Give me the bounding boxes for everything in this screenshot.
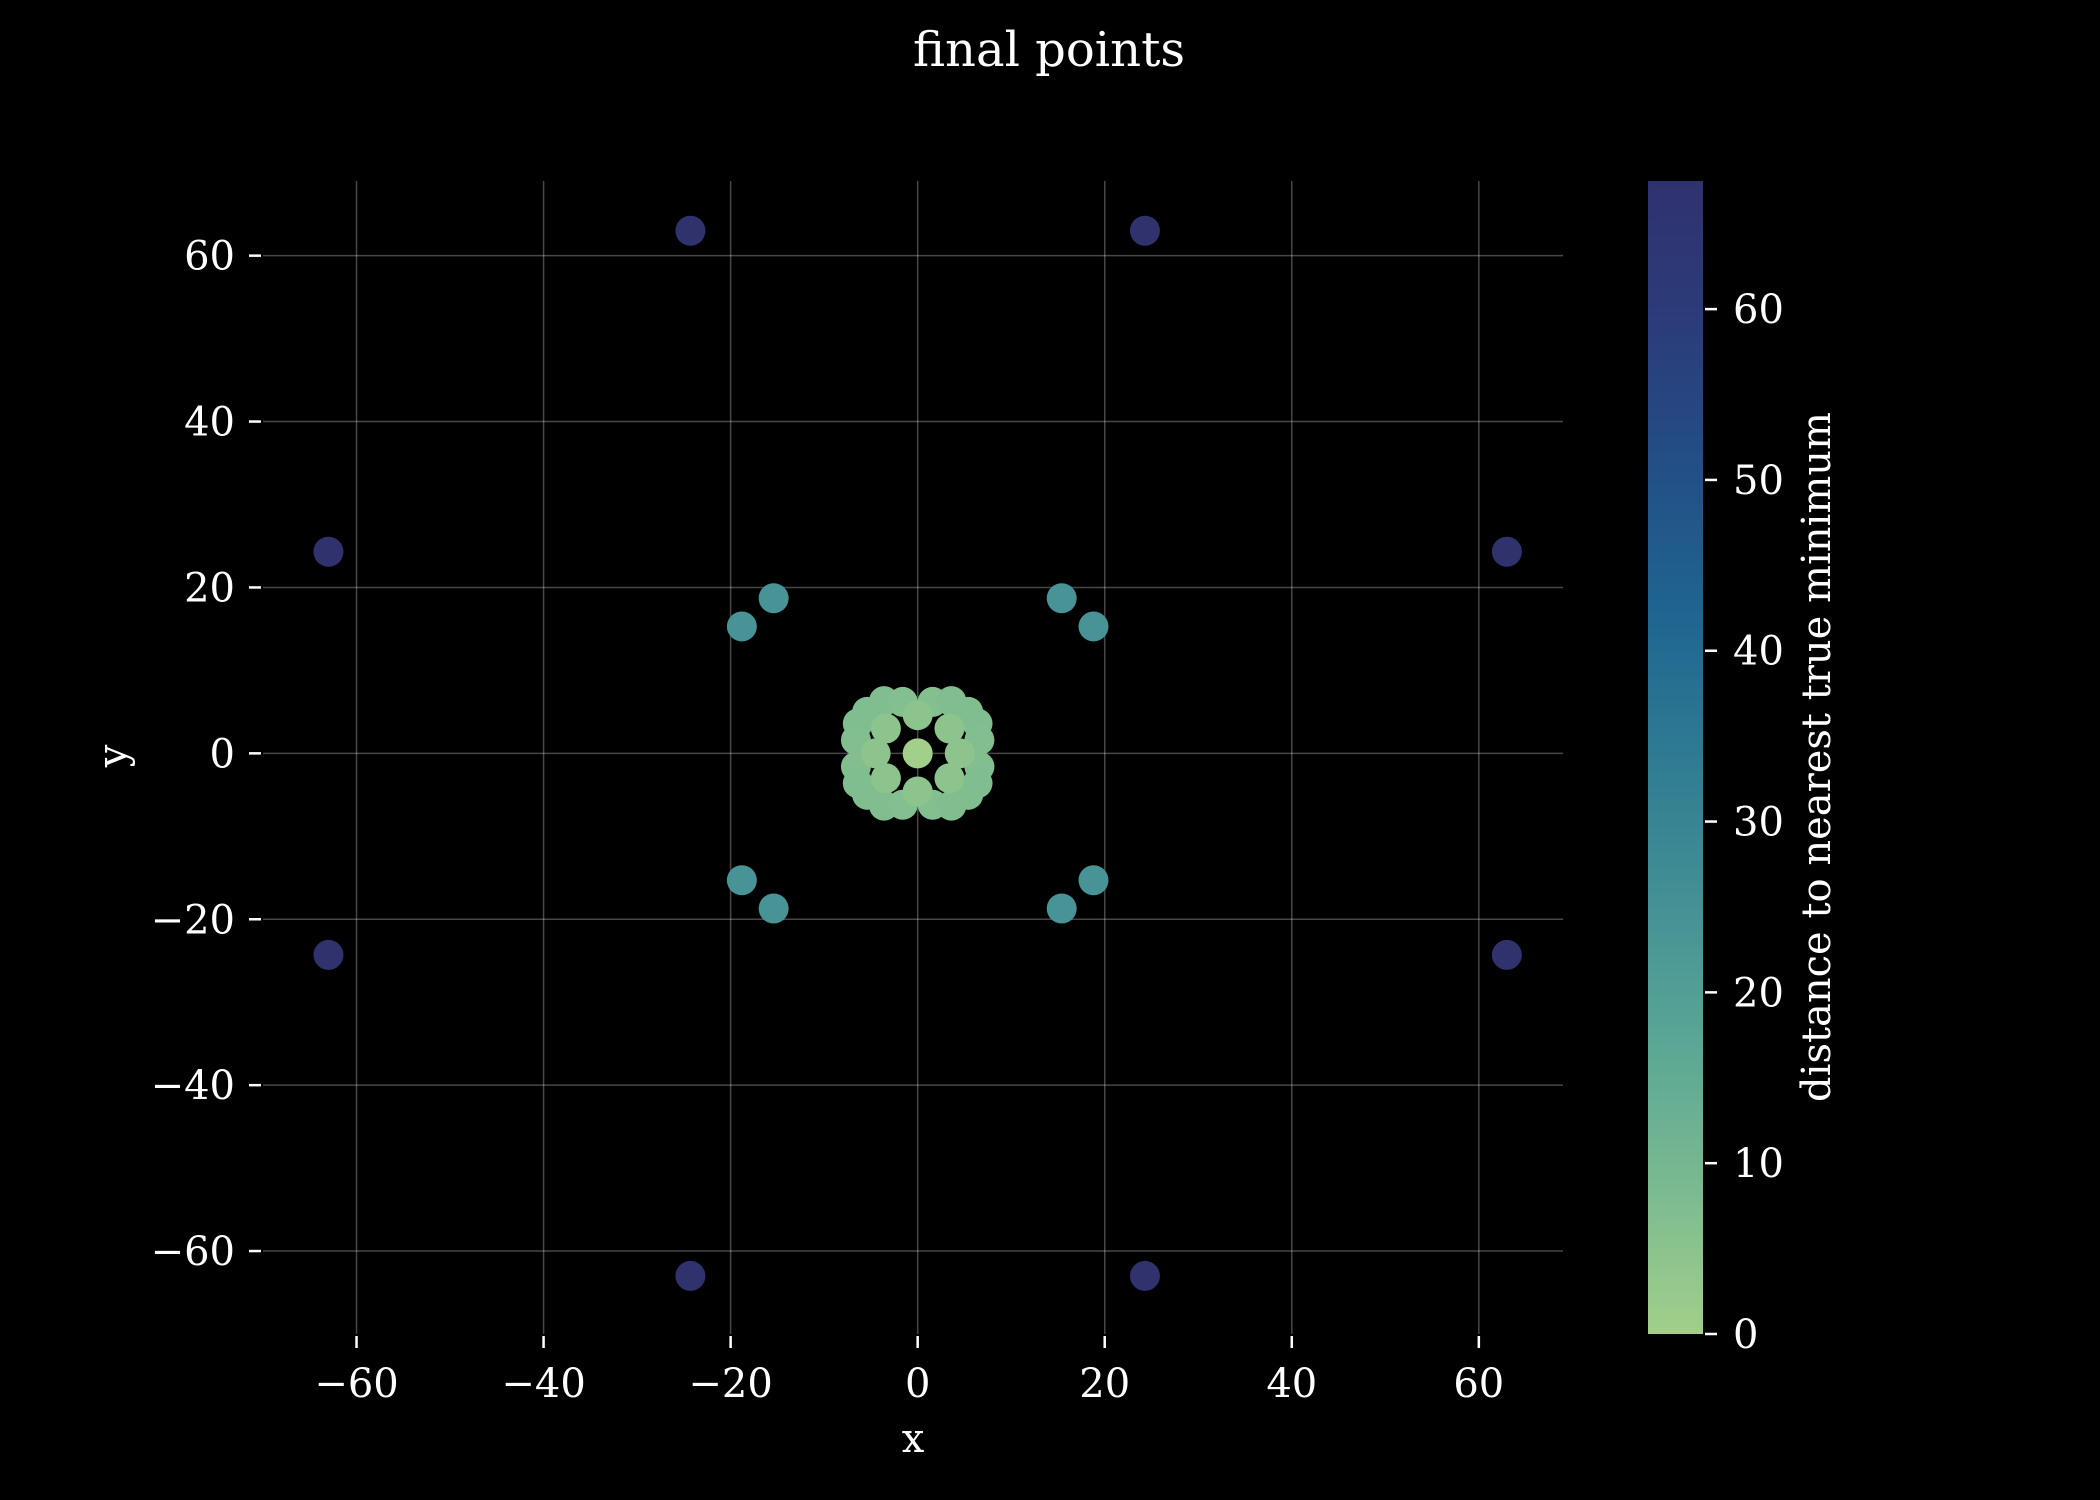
colorbar-tick-label: 30 xyxy=(1733,800,1784,846)
colorbar-label: distance to nearest true minimum xyxy=(1794,412,1840,1102)
x-tick-label: −40 xyxy=(501,1361,585,1407)
grid-lines xyxy=(263,181,1563,1334)
colorbar-tick-label: 50 xyxy=(1733,458,1784,504)
scatter-point xyxy=(1046,583,1077,614)
scatter-point xyxy=(313,939,344,970)
y-axis-ticks: −60 −40 −20 0 20 40 60 xyxy=(151,234,261,1275)
scatter-point xyxy=(1491,536,1522,567)
y-tick-label: 40 xyxy=(184,400,235,446)
y-tick-label: −20 xyxy=(151,897,235,943)
x-axis-label: x xyxy=(902,1416,925,1462)
colorbar-tick-label: 10 xyxy=(1733,1141,1784,1187)
scatter-point xyxy=(902,776,933,807)
y-tick-label: 0 xyxy=(210,731,235,777)
scatter-point xyxy=(1129,215,1160,246)
scatter-point xyxy=(860,738,891,769)
x-tick-label: −60 xyxy=(314,1361,398,1407)
colorbar-tick-label: 40 xyxy=(1733,629,1784,675)
scatter-point xyxy=(1129,1260,1160,1291)
colorbar-tick-label: 20 xyxy=(1733,970,1784,1016)
scatter-point xyxy=(934,713,965,744)
colorbar-ticks: 0 10 20 30 40 50 60 xyxy=(1705,287,1784,1358)
scatter-point xyxy=(675,215,706,246)
scatter-point xyxy=(675,1260,706,1291)
scatter-point xyxy=(936,790,967,821)
x-tick-label: −20 xyxy=(688,1361,772,1407)
scatter-point xyxy=(758,893,789,924)
scatter-point xyxy=(1078,611,1109,642)
scatter-point xyxy=(870,713,901,744)
colorbar-tick-label: 0 xyxy=(1733,1312,1758,1358)
y-tick-label: 60 xyxy=(184,234,235,280)
scatter-point xyxy=(944,738,975,769)
scatter-point xyxy=(313,536,344,567)
chart-title: final points xyxy=(913,22,1185,78)
colorbar-tick-label: 60 xyxy=(1733,287,1784,333)
y-tick-label: −40 xyxy=(151,1063,235,1109)
scatter-point xyxy=(1078,865,1109,896)
y-tick-label: 20 xyxy=(184,565,235,611)
scatter-point xyxy=(726,611,757,642)
scatter-point xyxy=(758,583,789,614)
scatter-point xyxy=(1491,939,1522,970)
x-tick-label: 0 xyxy=(905,1361,930,1407)
scatter-points xyxy=(313,215,1522,1291)
x-tick-label: 60 xyxy=(1453,1361,1504,1407)
scatter-point xyxy=(902,700,933,731)
scatter-point xyxy=(902,738,933,769)
scatter-point xyxy=(870,763,901,794)
scatter-point xyxy=(934,763,965,794)
colorbar xyxy=(1648,181,1703,1334)
scatter-point xyxy=(726,865,757,896)
x-axis-ticks: −60 −40 −20 0 20 40 60 xyxy=(314,1336,1504,1407)
scatter-point xyxy=(1046,893,1077,924)
x-tick-label: 40 xyxy=(1266,1361,1317,1407)
y-axis-label: y xyxy=(90,744,136,768)
x-tick-label: 20 xyxy=(1079,1361,1130,1407)
y-tick-label: −60 xyxy=(151,1229,235,1275)
